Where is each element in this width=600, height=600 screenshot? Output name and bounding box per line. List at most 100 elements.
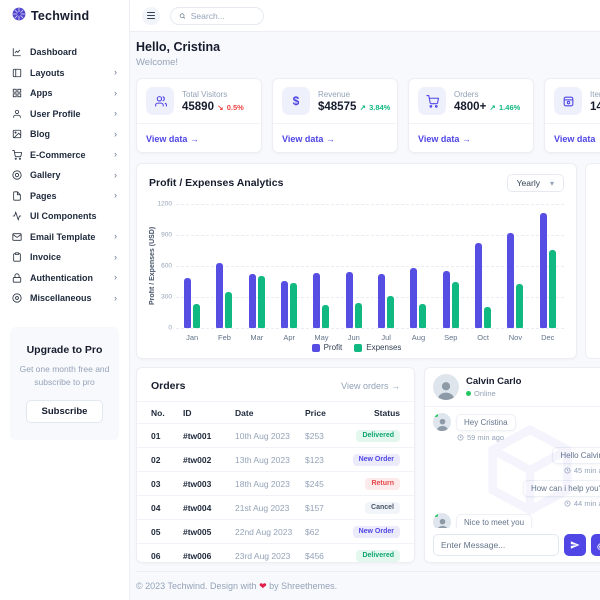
- bar-group: Jul: [370, 204, 402, 342]
- sidebar-item-apps[interactable]: Apps ›: [0, 83, 129, 104]
- table-row[interactable]: 05 #tw005 22nd Aug 2023 $62 New Order: [137, 519, 414, 543]
- sidebar-item-miscellaneous[interactable]: Miscellaneous ›: [0, 288, 129, 309]
- chat-message-outgoing: Hello Calvin: [433, 447, 600, 464]
- view-data-link[interactable]: View data →: [554, 134, 600, 144]
- bar-profit: [248, 273, 256, 328]
- bar-group: Apr: [273, 204, 305, 342]
- view-orders-link[interactable]: View orders →: [341, 381, 400, 391]
- legend-label: Profit: [323, 343, 343, 352]
- x-tick-label: May: [314, 333, 329, 342]
- stat-label: Orders: [454, 89, 479, 99]
- send-button[interactable]: [564, 534, 586, 556]
- sidebar-item-dashboard[interactable]: Dashboard: [0, 42, 129, 63]
- orders-table-header: No. ID Date Price Status: [137, 401, 414, 423]
- status-badge: New Order: [352, 453, 400, 466]
- users-icon: [146, 87, 174, 115]
- chart-legend: Profit Expenses: [149, 343, 564, 352]
- bar-profit: [184, 278, 192, 328]
- legend-swatch: [311, 343, 320, 352]
- menu-icon: [147, 11, 155, 13]
- upgrade-title: Upgrade to Pro: [26, 343, 103, 356]
- sidebar-item-ecommerce[interactable]: E-Commerce ›: [0, 145, 129, 166]
- period-value: Yearly: [516, 178, 540, 188]
- clock-icon: [457, 434, 464, 441]
- online-dot: [434, 413, 438, 417]
- y-tick-label: 900: [161, 231, 172, 239]
- gridline: [176, 328, 564, 329]
- legend-item: Profit: [311, 343, 343, 352]
- message-time: 44 min ago: [573, 499, 600, 508]
- sidebar-item-user-profile[interactable]: User Profile ›: [0, 104, 129, 125]
- view-data-link[interactable]: View data →: [146, 134, 199, 144]
- orders-title: Orders: [151, 380, 186, 392]
- legend-item: Expenses: [354, 343, 401, 352]
- stats-row: Total Visitors 45890 ↘ 0.5% View data → …: [136, 78, 600, 153]
- gridline: [176, 235, 564, 236]
- bar-profit: [539, 212, 547, 328]
- x-tick-label: Jan: [186, 333, 199, 342]
- clock-icon: [564, 467, 571, 474]
- menu-toggle-button[interactable]: [142, 6, 160, 25]
- chat-message-incoming: Hey Cristina: [433, 413, 600, 431]
- bar-expenses: [193, 304, 201, 328]
- x-tick-label: Dec: [541, 333, 555, 342]
- heart-icon: ❤: [259, 581, 267, 591]
- stat-label: Total Visitors: [182, 89, 228, 99]
- period-select[interactable]: Yearly ▾: [506, 174, 564, 192]
- stat-label: Items: [590, 89, 600, 99]
- view-data-link[interactable]: View data →: [282, 134, 335, 144]
- stat-card-orders: Orders 4800+ ↗ 1.46% View data →: [408, 78, 534, 153]
- bar-group: Dec: [532, 204, 564, 342]
- chat-message-incoming: Nice to meet you: [433, 513, 600, 528]
- sidebar-item-layouts[interactable]: Layouts ›: [0, 63, 129, 84]
- gridline: [176, 297, 564, 298]
- chevron-right-icon: ›: [114, 169, 117, 180]
- subscribe-button[interactable]: Subscribe: [25, 399, 104, 423]
- trend-up-icon: ↗: [489, 102, 496, 112]
- table-row[interactable]: 03 #tw003 18th Aug 2023 $245 Return: [137, 471, 414, 495]
- sidebar-item-invoice[interactable]: Invoice ›: [0, 247, 129, 268]
- chevron-right-icon: ›: [114, 190, 117, 201]
- lock-icon: [12, 273, 22, 283]
- sidebar-item-ui-components[interactable]: UI Components: [0, 206, 129, 227]
- bar-group: Feb: [208, 204, 240, 342]
- bar-group: Aug: [402, 204, 434, 342]
- logo[interactable]: Techwind: [0, 0, 129, 32]
- search-icon: [179, 12, 186, 19]
- activity-icon: [12, 211, 22, 222]
- online-status: Online: [474, 389, 496, 398]
- table-row[interactable]: 01 #tw001 10th Aug 2023 $253 Delivered: [137, 423, 414, 447]
- shopping-cart-icon: [12, 149, 22, 160]
- clock-icon: [564, 500, 571, 507]
- table-row[interactable]: 06 #tw006 23rd Aug 2023 $456 Delivered: [137, 543, 414, 562]
- bar-profit: [507, 233, 515, 328]
- table-row[interactable]: 02 #tw002 13th Aug 2023 $123 New Order: [137, 447, 414, 471]
- sidebar-item-pages[interactable]: Pages ›: [0, 186, 129, 207]
- chevron-right-icon: ›: [114, 231, 117, 242]
- footer: © 2023 Techwind. Design with ❤ by Shreet…: [136, 571, 600, 592]
- avatar: [433, 413, 451, 431]
- table-row[interactable]: 04 #tw004 21st Aug 2023 $157 Cancel: [137, 495, 414, 519]
- message-input[interactable]: [433, 534, 559, 556]
- message-bubble: How can i help you?: [522, 480, 600, 497]
- legend-label: Expenses: [366, 343, 402, 352]
- attach-button[interactable]: [591, 534, 600, 556]
- message-bubble: Nice to meet you: [456, 513, 533, 528]
- sidebar-item-email-template[interactable]: Email Template ›: [0, 227, 129, 248]
- x-tick-label: Nov: [508, 333, 523, 342]
- settings-icon: [12, 293, 22, 303]
- sidebar-item-blog[interactable]: Blog ›: [0, 124, 129, 145]
- search-input[interactable]: [190, 10, 255, 21]
- sidebar: Techwind Dashboard Layouts › Apps › User…: [0, 0, 130, 600]
- gridline: [176, 204, 564, 205]
- chevron-right-icon: ›: [114, 149, 117, 160]
- view-data-link[interactable]: View data →: [418, 134, 471, 144]
- bar-expenses: [354, 303, 362, 328]
- dollar-icon: $: [282, 87, 310, 115]
- stat-card-total-visitors: Total Visitors 45890 ↘ 0.5% View data →: [136, 78, 262, 153]
- sidebar-item-gallery[interactable]: Gallery ›: [0, 165, 129, 186]
- sidebar-item-authentication[interactable]: Authentication ›: [0, 268, 129, 289]
- x-tick-label: Jul: [381, 333, 391, 342]
- search-box[interactable]: [170, 6, 264, 25]
- bar-profit: [216, 262, 224, 328]
